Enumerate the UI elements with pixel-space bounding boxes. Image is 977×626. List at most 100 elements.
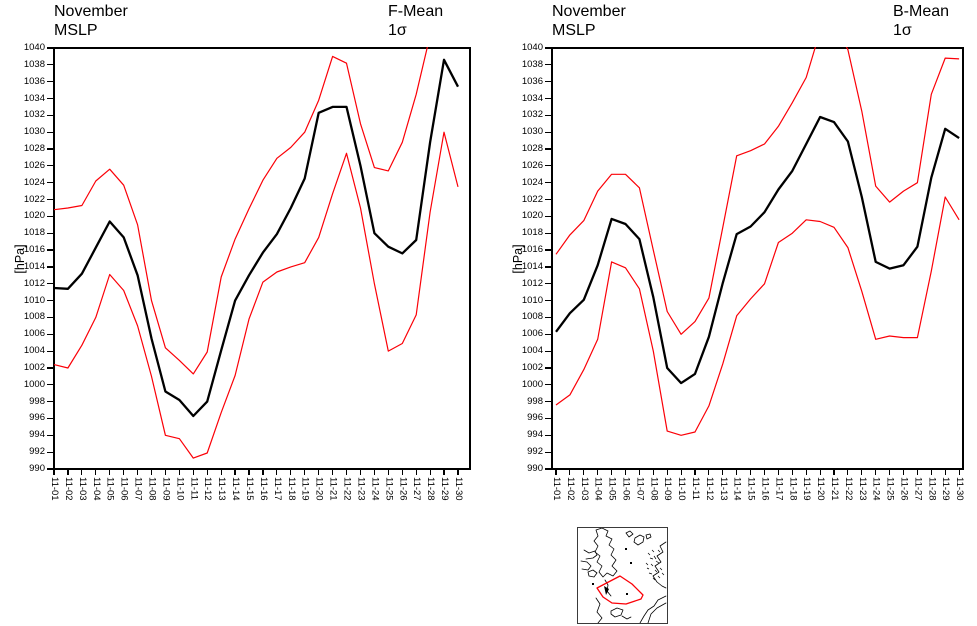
x-tick bbox=[624, 470, 627, 475]
y-tick-label: 996 bbox=[527, 412, 543, 424]
x-tick-label: 11-19 bbox=[299, 477, 311, 501]
x-tick bbox=[902, 470, 905, 475]
x-tick-label: 11-01 bbox=[49, 477, 60, 501]
svalbard-coastline bbox=[625, 530, 652, 546]
y-tick bbox=[47, 64, 53, 66]
x-tick-label: 11-06 bbox=[118, 477, 130, 501]
y-tick bbox=[545, 283, 551, 285]
y-tick-label: 998 bbox=[527, 395, 543, 407]
x-tick-label: 11-16 bbox=[257, 477, 269, 501]
plot-frame bbox=[551, 47, 964, 470]
x-tick bbox=[736, 470, 738, 475]
y-tick bbox=[545, 468, 551, 470]
y-tick bbox=[545, 417, 551, 420]
x-tick bbox=[401, 470, 403, 475]
x-tick-label: 11-02 bbox=[564, 477, 576, 501]
polar-map-svg bbox=[580, 528, 667, 623]
stat-name-label: B-Mean bbox=[893, 3, 950, 20]
y-tick bbox=[545, 198, 551, 201]
y-tick-label: 1032 bbox=[23, 109, 45, 121]
y-tick bbox=[47, 249, 53, 251]
y-tick bbox=[47, 401, 53, 403]
x-tick bbox=[136, 470, 139, 475]
y-tick bbox=[545, 333, 551, 335]
x-tick-label: 11-30 bbox=[954, 477, 966, 501]
y-tick bbox=[47, 47, 53, 49]
y-tick bbox=[47, 266, 53, 268]
y-tick-label: 990 bbox=[29, 463, 45, 474]
y-tick bbox=[47, 148, 53, 150]
map-inset bbox=[577, 527, 668, 624]
y-tick bbox=[545, 64, 551, 66]
minus-1-sigma-line bbox=[555, 196, 960, 436]
x-tick bbox=[67, 470, 69, 475]
y-tick-label: 1020 bbox=[521, 210, 543, 222]
x-tick bbox=[791, 470, 793, 475]
y-tick-label: 1022 bbox=[521, 193, 543, 205]
y-tick-label: 1018 bbox=[23, 227, 45, 239]
y-tick-label: 1032 bbox=[521, 109, 543, 121]
y-tick-label: 1004 bbox=[23, 345, 45, 357]
y-tick bbox=[47, 350, 53, 352]
y-axis-unit-label: [hPa] bbox=[13, 243, 27, 274]
y-tick-label: 1006 bbox=[23, 328, 45, 340]
greenland-coastline bbox=[593, 528, 618, 578]
plus-1-sigma-line bbox=[53, 47, 428, 375]
y-tick bbox=[545, 114, 551, 116]
x-tick bbox=[429, 470, 431, 475]
x-tick bbox=[457, 470, 459, 475]
stat-name-label: F-Mean bbox=[388, 3, 444, 20]
y-tick bbox=[47, 131, 53, 133]
plot-frame bbox=[53, 47, 471, 470]
x-tick bbox=[889, 470, 891, 475]
x-tick bbox=[373, 470, 375, 475]
x-tick bbox=[123, 470, 125, 475]
right-chart-stat-title: B-Mean 1σ bbox=[893, 2, 949, 40]
variable-label: MSLP bbox=[552, 22, 596, 39]
x-tick-label: 11-26 bbox=[397, 477, 409, 501]
y-tick-label: 1004 bbox=[521, 345, 543, 357]
y-tick bbox=[545, 165, 551, 167]
x-tick bbox=[290, 470, 292, 475]
x-tick-label: 11-03 bbox=[578, 477, 590, 501]
x-tick bbox=[220, 470, 222, 475]
x-tick bbox=[443, 470, 445, 475]
y-tick-label: 1006 bbox=[521, 328, 543, 340]
y-tick bbox=[47, 333, 53, 335]
y-tick-label: 1012 bbox=[521, 277, 543, 289]
y-tick-label: 1030 bbox=[521, 126, 543, 138]
x-tick bbox=[611, 470, 613, 475]
x-tick-label: 11-09 bbox=[662, 477, 674, 501]
y-tick-label: 1026 bbox=[521, 159, 543, 171]
y-tick bbox=[47, 215, 53, 217]
y-tick-label: 1030 bbox=[23, 126, 45, 138]
y-tick bbox=[545, 316, 551, 319]
x-tick bbox=[81, 470, 83, 475]
x-tick-label: 11-28 bbox=[425, 477, 437, 501]
x-tick bbox=[555, 470, 557, 475]
x-tick-label: 11-14 bbox=[230, 477, 242, 501]
month-label: November bbox=[552, 3, 626, 20]
x-tick bbox=[666, 470, 668, 475]
x-tick bbox=[708, 470, 710, 475]
y-tick bbox=[47, 384, 53, 386]
x-tick bbox=[777, 470, 779, 475]
x-tick-label: 11-22 bbox=[842, 477, 854, 501]
x-tick-label: 11-09 bbox=[160, 477, 172, 501]
y-tick-label: 1000 bbox=[23, 378, 45, 390]
y-tick bbox=[47, 417, 53, 420]
left-chart-stat-title: F-Mean 1σ bbox=[388, 2, 443, 40]
y-tick-label: 992 bbox=[527, 446, 543, 458]
x-tick-label: 11-05 bbox=[104, 477, 116, 501]
y-tick bbox=[545, 148, 551, 150]
plus-1-sigma-line bbox=[555, 47, 960, 335]
x-tick bbox=[248, 470, 250, 475]
left-chart-corner-title: November MSLP bbox=[54, 2, 128, 40]
right-chart-corner-title: November MSLP bbox=[552, 2, 626, 40]
x-tick bbox=[763, 470, 766, 475]
x-tick-label: 11-21 bbox=[327, 477, 339, 501]
y-tick bbox=[47, 114, 53, 116]
y-tick bbox=[545, 232, 551, 234]
x-tick-label: 11-27 bbox=[411, 477, 423, 501]
sigma-label: 1σ bbox=[893, 22, 912, 39]
